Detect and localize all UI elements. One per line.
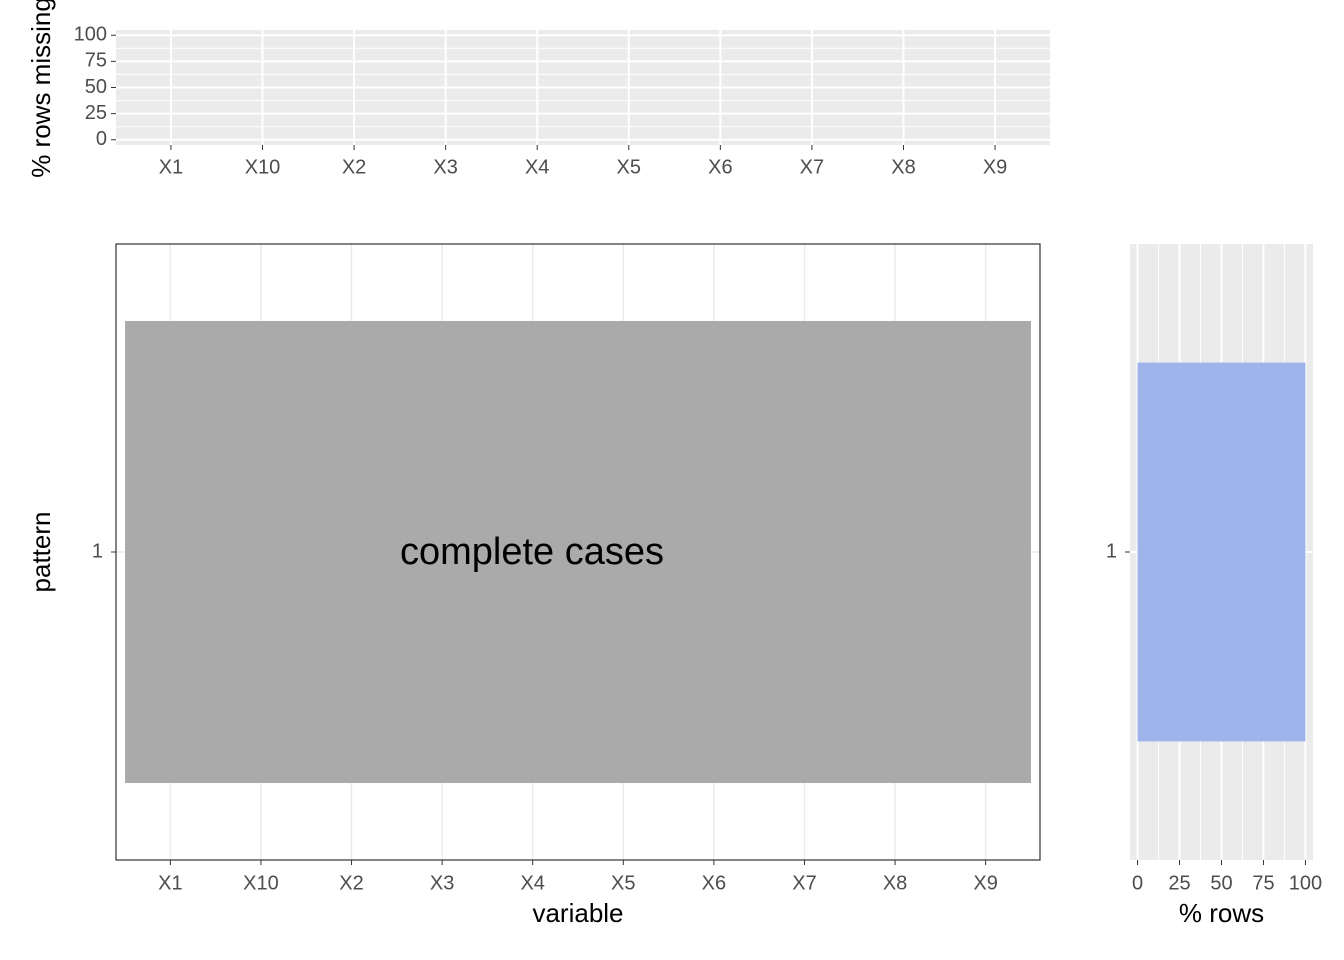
- x-tick-label: X8: [883, 872, 907, 894]
- x-tick-label: X7: [792, 872, 816, 894]
- x-tick-label: X5: [611, 872, 635, 894]
- panel-border: [115, 243, 1041, 861]
- x-tick-label: X3: [430, 872, 454, 894]
- x-tick-label: X3: [433, 156, 457, 178]
- x-tick-label: X10: [245, 156, 281, 178]
- y-tick-label: 1: [1106, 540, 1117, 562]
- y-tick-label: 1: [92, 540, 103, 562]
- x-tick-label: X4: [525, 156, 549, 178]
- x-axis-title: variable: [532, 898, 623, 928]
- x-tick-label: X7: [800, 156, 824, 178]
- x-tick-label: X5: [617, 156, 641, 178]
- x-tick-label: X1: [159, 156, 183, 178]
- y-tick-label: 100: [74, 24, 107, 46]
- x-tick-label: 100: [1289, 872, 1322, 894]
- x-tick-label: 0: [1132, 872, 1143, 894]
- y-axis-title: pattern: [26, 512, 56, 593]
- x-tick-label: 75: [1252, 872, 1274, 894]
- y-tick-label: 0: [96, 128, 107, 150]
- y-axis-title: % rows missing: [26, 0, 56, 178]
- x-tick-label: X4: [520, 872, 544, 894]
- y-tick-label: 75: [85, 50, 107, 72]
- x-tick-label: X2: [342, 156, 366, 178]
- x-tick-label: X9: [983, 156, 1007, 178]
- x-axis-title: % rows: [1179, 898, 1264, 928]
- x-tick-label: X6: [702, 872, 726, 894]
- x-tick-label: X1: [158, 872, 182, 894]
- y-tick-label: 50: [85, 76, 107, 98]
- x-tick-label: X6: [708, 156, 732, 178]
- x-tick-label: X10: [243, 872, 279, 894]
- x-tick-label: 50: [1210, 872, 1232, 894]
- x-tick-label: X9: [973, 872, 997, 894]
- tile: [125, 321, 1031, 783]
- x-tick-label: 25: [1168, 872, 1190, 894]
- y-tick-label: 25: [85, 102, 107, 124]
- bar: [1137, 362, 1306, 742]
- annotation: complete cases: [400, 531, 664, 573]
- x-tick-label: X2: [339, 872, 363, 894]
- x-tick-label: X8: [891, 156, 915, 178]
